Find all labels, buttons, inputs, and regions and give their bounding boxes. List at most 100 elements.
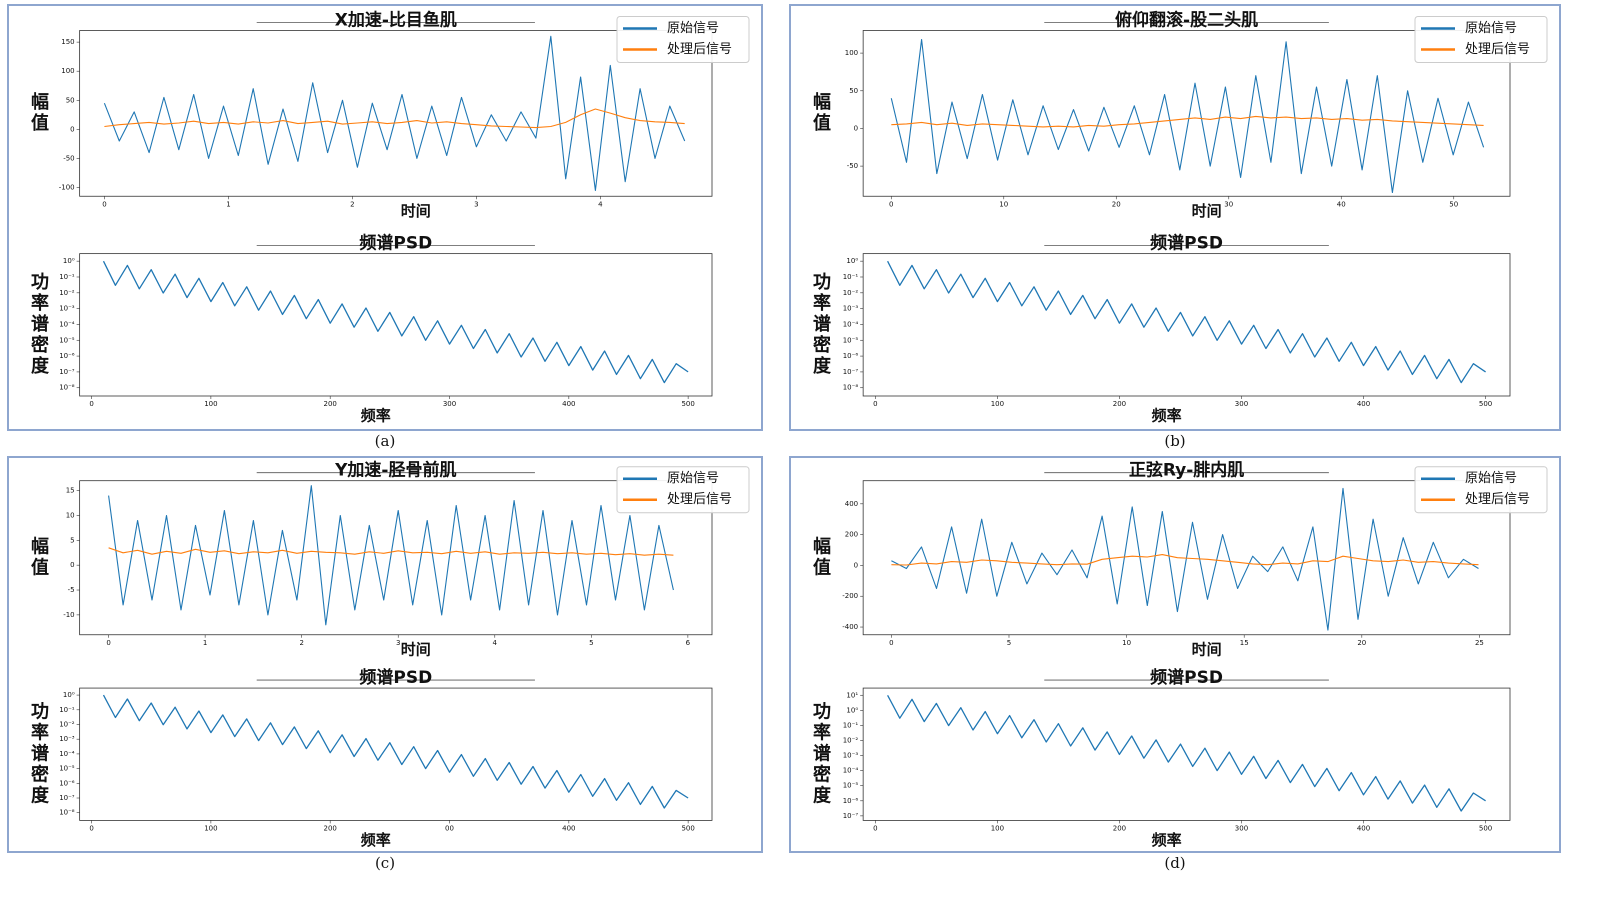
x-tick-label: 400 <box>562 824 575 832</box>
y-tick-label: 0 <box>854 124 858 132</box>
y-tick-label: 400 <box>845 500 858 508</box>
chart-title: 频谱PSD <box>1150 233 1223 254</box>
y-tick-label: 10⁻¹ <box>843 721 859 729</box>
y-tick-label: 15 <box>66 487 75 495</box>
y-tick-label: 10⁻³ <box>843 752 859 760</box>
x-axis-label: 频率 <box>361 407 391 425</box>
y-tick-label: 10⁻¹ <box>59 273 75 281</box>
series-line <box>887 260 1486 384</box>
plot-frame <box>862 687 1511 821</box>
x-tick-label: 20 <box>1357 639 1366 647</box>
series-line <box>102 694 689 809</box>
legend-label: 原始信号 <box>667 21 719 36</box>
chart-title: X加速-比目鱼肌 <box>335 10 457 31</box>
x-tick-label: 400 <box>562 400 575 408</box>
series-line <box>887 694 1486 812</box>
y-tick-label: 5 <box>70 536 74 544</box>
y-axis-label: 功率谱密度 <box>28 702 49 807</box>
x-tick-label: 5 <box>589 639 593 647</box>
panel-frame <box>7 4 763 431</box>
x-tick-label: 500 <box>1479 400 1492 408</box>
y-tick-label: 10⁻⁴ <box>59 320 75 328</box>
y-tick-label: 0 <box>854 561 858 569</box>
y-tick-label: 10⁻⁸ <box>59 809 75 817</box>
x-tick-label: 6 <box>686 639 691 647</box>
plot-frame <box>862 253 1511 397</box>
y-tick-label: 10⁻⁷ <box>843 812 859 820</box>
chart-title: Y加速-胫骨前肌 <box>334 460 456 481</box>
x-tick-label: 10 <box>1122 639 1131 647</box>
y-tick-label: 0 <box>70 561 74 569</box>
y-tick-label: 10⁻³ <box>59 305 75 313</box>
x-tick-label: 400 <box>1357 400 1370 408</box>
series-line <box>108 485 674 626</box>
plot-frame <box>862 480 1511 636</box>
x-tick-label: 40 <box>1337 200 1346 208</box>
panel-frame <box>789 456 1561 853</box>
series-line <box>890 38 1485 194</box>
y-axis-label: 功率谱密度 <box>810 702 831 807</box>
legend-label: 原始信号 <box>1465 471 1517 486</box>
x-tick-label: 10 <box>999 200 1008 208</box>
x-axis-label: 频率 <box>361 831 391 849</box>
x-tick-label: 2 <box>299 639 303 647</box>
x-tick-label: 500 <box>1479 824 1492 832</box>
x-axis-label: 频率 <box>1152 407 1182 425</box>
plot-frame <box>862 30 1511 197</box>
y-tick-label: 10⁻⁶ <box>59 352 75 360</box>
plot-frame <box>79 253 713 397</box>
x-tick-label: 200 <box>1113 824 1126 832</box>
x-tick-label: 200 <box>324 400 337 408</box>
y-tick-label: 50 <box>849 87 858 95</box>
x-tick-label: 4 <box>493 639 498 647</box>
y-tick-label: 10⁻³ <box>59 735 75 743</box>
x-tick-label: 300 <box>443 400 456 408</box>
caption: (c) <box>375 854 395 872</box>
y-tick-label: 10⁻⁷ <box>843 368 859 376</box>
x-tick-label: 0 <box>889 639 893 647</box>
x-tick-label: 20 <box>1112 200 1121 208</box>
y-tick-label: 10⁻² <box>843 736 859 744</box>
y-axis-label: 功率谱密度 <box>28 272 49 377</box>
y-tick-label: 100 <box>845 49 858 57</box>
x-tick-label: 0 <box>873 824 877 832</box>
x-tick-label: 00 <box>445 824 454 832</box>
y-tick-label: 100 <box>61 67 74 75</box>
x-tick-label: 100 <box>991 400 1004 408</box>
x-axis-label: 频率 <box>1152 831 1182 849</box>
x-tick-label: 300 <box>1235 824 1248 832</box>
y-axis-label: 幅值 <box>810 536 831 579</box>
x-tick-label: 2 <box>350 200 354 208</box>
x-tick-label: 0 <box>89 400 93 408</box>
legend-label: 处理后信号 <box>1465 492 1530 507</box>
plot-frame <box>79 30 713 197</box>
y-tick-label: 10⁻¹ <box>59 706 75 714</box>
x-axis-label: 时间 <box>1192 640 1222 658</box>
y-tick-label: 0 <box>70 125 74 133</box>
x-tick-label: 100 <box>204 400 217 408</box>
y-tick-label: -5 <box>68 586 75 594</box>
x-tick-label: 0 <box>873 400 877 408</box>
x-tick-label: 1 <box>203 639 207 647</box>
y-tick-label: 10⁻⁶ <box>843 797 859 805</box>
series-line <box>102 260 689 384</box>
y-tick-label: 10⁻⁴ <box>843 320 859 328</box>
y-tick-label: 200 <box>845 531 858 539</box>
y-tick-label: 10⁻⁶ <box>843 352 859 360</box>
x-tick-label: 5 <box>1007 639 1011 647</box>
y-tick-label: 10⁻⁷ <box>59 794 75 802</box>
x-tick-label: 0 <box>106 639 110 647</box>
x-tick-label: 25 <box>1475 639 1484 647</box>
x-tick-label: 300 <box>1235 400 1248 408</box>
y-axis-label: 幅值 <box>28 536 49 579</box>
y-tick-label: -100 <box>59 184 75 192</box>
series-line <box>103 35 686 191</box>
y-tick-label: 150 <box>61 38 74 46</box>
y-tick-label: -400 <box>842 623 858 631</box>
y-axis-label: 幅值 <box>28 91 49 134</box>
x-tick-label: 100 <box>204 824 217 832</box>
x-tick-label: 15 <box>1240 639 1249 647</box>
x-tick-label: 100 <box>991 824 1004 832</box>
y-tick-label: -200 <box>842 592 858 600</box>
